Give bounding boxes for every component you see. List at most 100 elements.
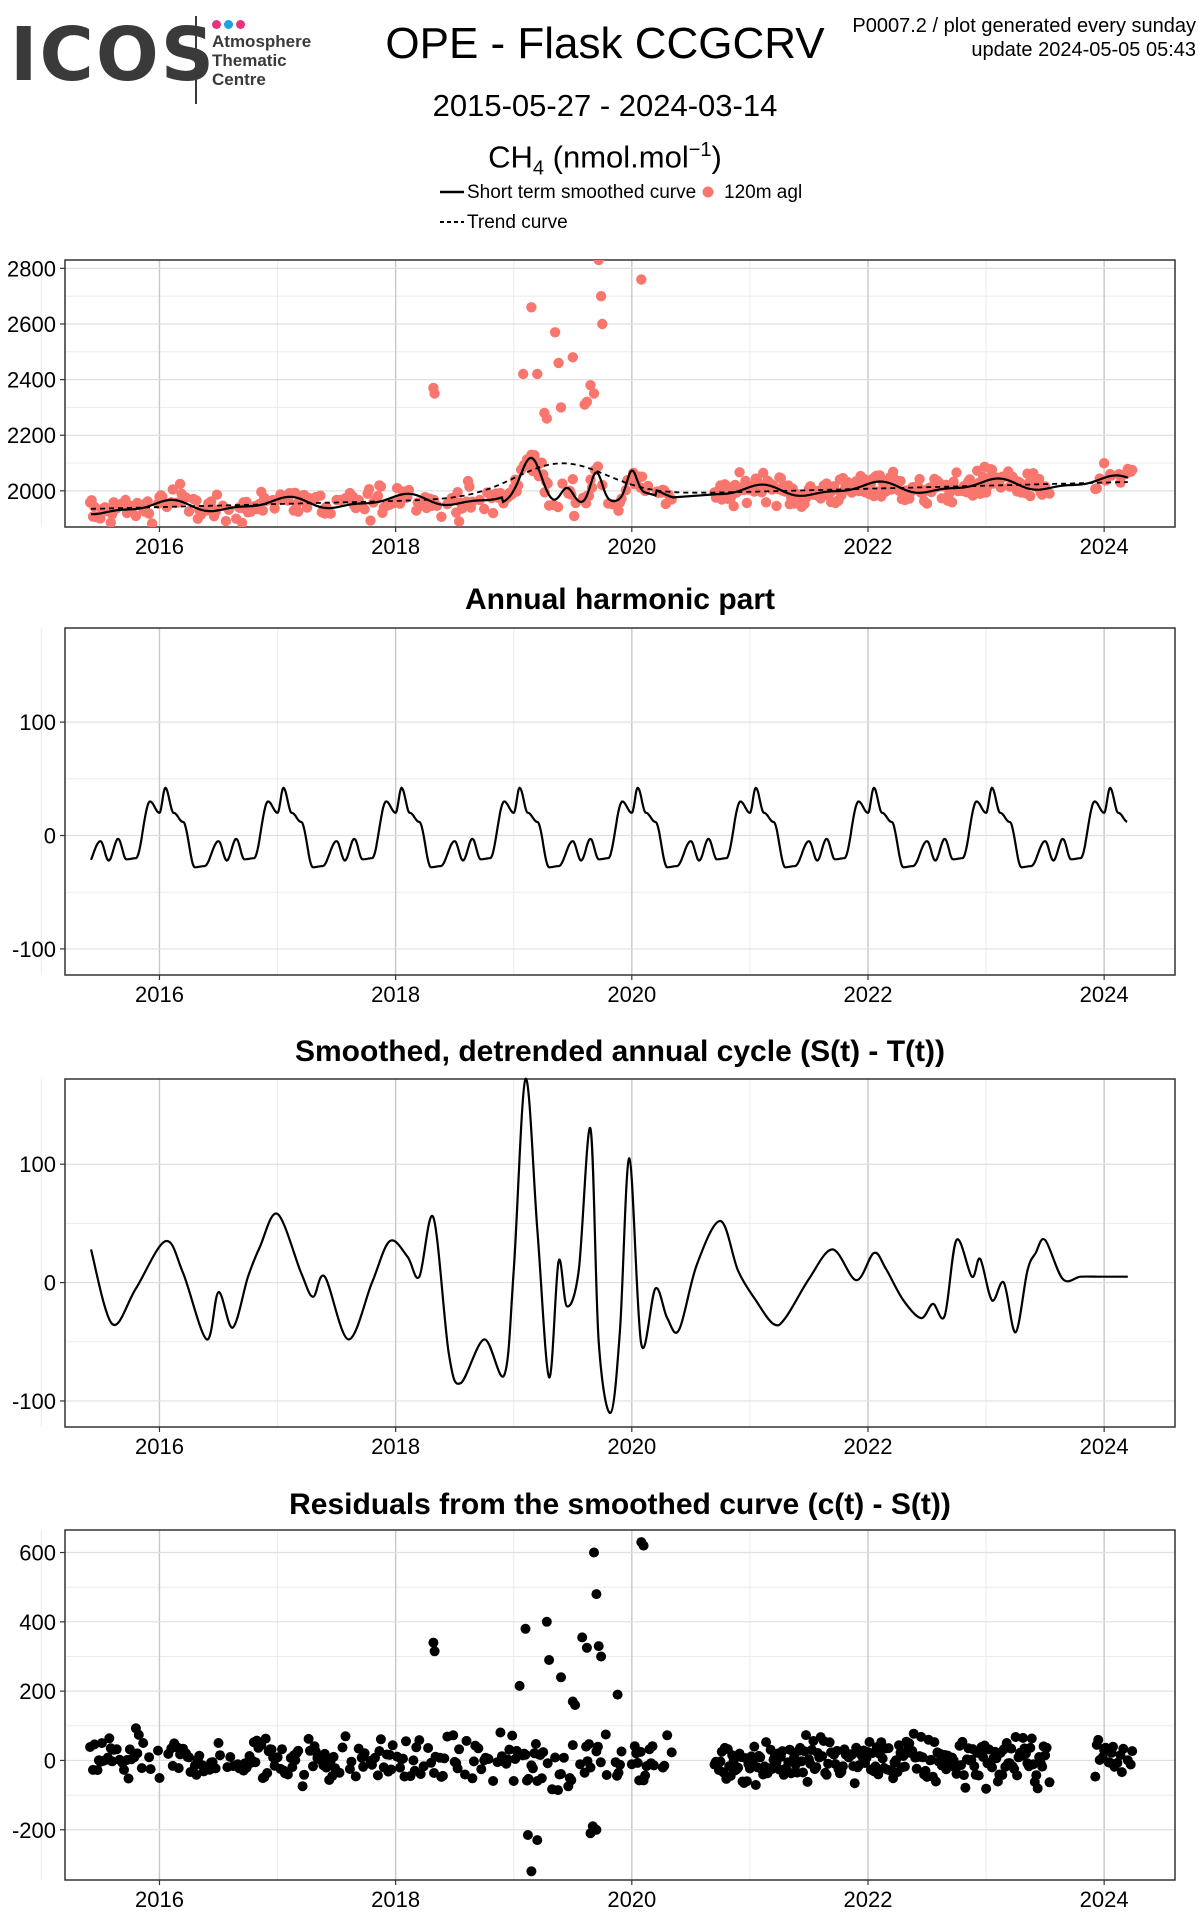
ch4-data-point (315, 490, 326, 501)
annual-harmonic-chart: -100 0 100 2016 2018 2020 2022 2024 (12, 627, 1176, 1007)
residual-point (415, 1769, 426, 1779)
residual-point (210, 1763, 221, 1774)
ch4-data-point (1034, 473, 1045, 485)
x-tick-label: 2016 (135, 534, 184, 559)
ch4-data-point (921, 498, 933, 509)
residual-point (260, 1733, 271, 1744)
residual-point (957, 1736, 968, 1747)
legend-trend-label: Trend curve (467, 212, 568, 233)
ch4-data-point (143, 508, 155, 519)
residual-point (401, 1736, 411, 1747)
residual-point (423, 1743, 434, 1753)
residual-point (981, 1783, 992, 1794)
residual-point (107, 1756, 118, 1767)
residual-point (398, 1753, 408, 1764)
residual-point (510, 1754, 521, 1764)
logo-subtitle-line-2: Thematic (212, 51, 287, 70)
residual-point (1044, 1777, 1055, 1788)
residual-point (293, 1745, 304, 1756)
residual-point (454, 1744, 465, 1755)
residual-point (755, 1752, 766, 1763)
residual-point (1116, 1767, 1127, 1778)
residual-point (418, 1761, 429, 1772)
residual-point (973, 1770, 984, 1781)
residual-point (595, 1757, 606, 1768)
x-tick-label: 2016 (135, 1887, 184, 1912)
residual-point (612, 1689, 623, 1700)
residual-point (262, 1768, 273, 1778)
residual-point (468, 1756, 479, 1767)
residual-point (132, 1748, 143, 1759)
ch4-data-point (1098, 458, 1110, 469)
residual-point (1018, 1732, 1028, 1743)
y-tick-label: 100 (19, 1152, 56, 1177)
residual-point (282, 1769, 293, 1780)
residual-point (1025, 1742, 1036, 1753)
ch4-data-point (464, 481, 475, 492)
ch4-data-point (1025, 490, 1036, 502)
x-tick-label: 2024 (1080, 1887, 1129, 1912)
ch4-data-point (946, 497, 958, 508)
ch4-data-point (479, 503, 490, 515)
residuals-points (85, 1537, 1138, 1877)
residual-point (581, 1642, 592, 1653)
residual-point (334, 1767, 345, 1778)
x-tick-label: 2024 (1080, 982, 1129, 1007)
residual-point (437, 1770, 448, 1781)
residual-point (452, 1763, 463, 1774)
logo-subtitle: Atmosphere Thematic Centre (212, 32, 311, 89)
annual-harmonic-line (89, 786, 1128, 869)
ch4-timeseries-chart: 2000 2200 2400 2600 2800 2016 2018 2020 2022 2024 (7, 256, 1176, 559)
logo-wordmark: ICOS (10, 12, 217, 98)
residual-point (761, 1737, 772, 1748)
x-tick-label: 2016 (135, 982, 184, 1007)
residual-point (467, 1773, 478, 1784)
x-tick-label: 2018 (371, 982, 420, 1007)
y-tick-label: 2200 (7, 423, 56, 448)
smoothed-curve-line (91, 456, 1129, 516)
residual-point (461, 1735, 472, 1746)
residual-point (553, 1785, 563, 1796)
x-tick-label: 2024 (1080, 534, 1129, 559)
detrended-cycle-line (89, 1077, 1128, 1414)
legend-points-label: 120m agl (724, 182, 803, 203)
legend-points-swatch (702, 186, 714, 198)
residual-point (662, 1730, 673, 1741)
residual-point (821, 1769, 832, 1780)
residual-point (520, 1623, 531, 1634)
x-tick-label: 2024 (1080, 1434, 1129, 1459)
residual-point (1108, 1741, 1118, 1752)
residual-point (297, 1781, 308, 1792)
residual-point (96, 1738, 107, 1749)
residual-point (277, 1744, 287, 1755)
residual-point (960, 1782, 971, 1793)
harmonic-grid (40, 628, 1175, 975)
residual-point (375, 1734, 386, 1745)
ch4-data-point (760, 497, 772, 508)
ch4-data-point (1044, 488, 1055, 499)
y-tick-label: 2400 (7, 368, 56, 393)
ch4-data-point (895, 475, 906, 487)
residual-point (648, 1760, 659, 1771)
residual-point (526, 1866, 537, 1877)
y-tick-label: 0 (44, 824, 56, 849)
residual-point (613, 1767, 624, 1778)
residual-point (638, 1540, 649, 1551)
residual-point (250, 1757, 261, 1768)
y-tick-label: 2000 (7, 479, 56, 504)
ch4-data-point (130, 510, 142, 522)
residual-point (584, 1739, 594, 1750)
residual-point (799, 1746, 810, 1757)
residual-point (308, 1761, 318, 1772)
residual-point (153, 1745, 163, 1756)
detrended-cycle-title: Smoothed, detrended annual cycle (S(t) -… (294, 1035, 946, 1068)
residual-point (92, 1765, 103, 1776)
residual-point (536, 1773, 547, 1784)
residuals-chart: -200 0 200 400 600 2016 2018 2020 2022 2024 (12, 1529, 1176, 1912)
residual-point (958, 1770, 969, 1781)
ch4-data-point (1091, 483, 1103, 494)
residual-point (601, 1770, 612, 1780)
ch4-data-point (1127, 464, 1138, 476)
legend-smoothed-label: Short term smoothed curve (467, 182, 697, 203)
residual-point (303, 1733, 314, 1744)
